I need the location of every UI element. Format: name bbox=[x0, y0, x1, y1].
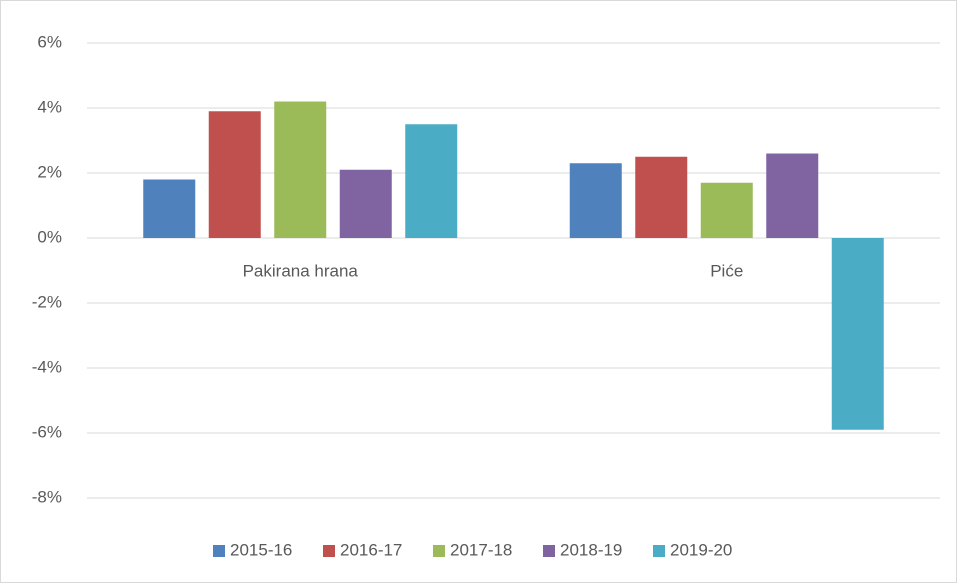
bar bbox=[339, 169, 392, 238]
legend-label: 2018-19 bbox=[560, 540, 622, 559]
y-tick-label: -2% bbox=[32, 292, 62, 311]
legend-label: 2015-16 bbox=[230, 540, 292, 559]
bar bbox=[569, 163, 622, 238]
legend-label: 2017-18 bbox=[450, 540, 512, 559]
x-tick-label: Pakirana hrana bbox=[243, 261, 359, 280]
bar bbox=[405, 124, 458, 238]
y-tick-label: 4% bbox=[37, 97, 62, 116]
bar bbox=[208, 111, 261, 238]
bar bbox=[766, 153, 819, 238]
legend-swatch bbox=[213, 545, 225, 557]
legend-label: 2016-17 bbox=[340, 540, 402, 559]
bar bbox=[700, 182, 753, 238]
bar bbox=[274, 101, 327, 238]
y-tick-label: 2% bbox=[37, 162, 62, 181]
legend-swatch bbox=[653, 545, 665, 557]
y-tick-label: -6% bbox=[32, 422, 62, 441]
bar bbox=[635, 156, 688, 238]
legend-label: 2019-20 bbox=[670, 540, 732, 559]
legend-swatch bbox=[543, 545, 555, 557]
y-tick-label: 0% bbox=[37, 227, 62, 246]
y-tick-label: -4% bbox=[32, 357, 62, 376]
y-tick-label: -8% bbox=[32, 487, 62, 506]
bar bbox=[831, 238, 884, 430]
bar bbox=[143, 179, 196, 238]
legend-swatch bbox=[433, 545, 445, 557]
y-tick-label: 6% bbox=[37, 32, 62, 51]
legend-swatch bbox=[323, 545, 335, 557]
x-tick-label: Piće bbox=[710, 261, 743, 280]
